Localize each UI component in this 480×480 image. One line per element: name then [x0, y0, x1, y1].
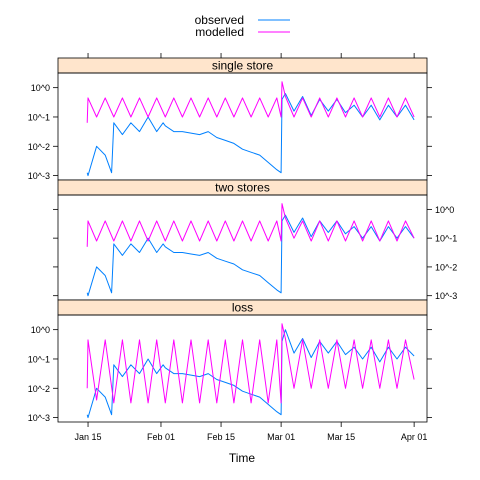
x-axis-label: Time — [229, 451, 256, 465]
x-axis: Jan 15 Feb 01 Feb 15 Mar 01 Mar 15 Apr 01 — [75, 422, 428, 442]
y-tick-label-single-store-2: 10^-2 — [28, 142, 50, 152]
series-modelled-single-store — [86, 81, 415, 123]
x-tick-label-0: Jan 15 — [75, 432, 102, 442]
y-tick-label-two-stores-3: 10^-3 — [435, 291, 457, 301]
panel-loss: loss 10^0 10^-1 10^-2 10^-3 — [28, 299, 432, 423]
y-tick-label-two-stores-1: 10^-1 — [435, 234, 457, 244]
y-tick-label-single-store-0: 10^0 — [31, 83, 50, 93]
x-tick-label-2: Feb 15 — [207, 432, 235, 442]
panel-two-stores: two stores 10^0 10^-1 10^-2 10^-3 — [53, 179, 457, 301]
series-observed-single-store — [86, 93, 415, 177]
series-modelled-loss — [86, 323, 415, 404]
strip-label-loss: loss — [232, 301, 253, 315]
y-tick-label-loss-1: 10^-1 — [28, 354, 50, 364]
y-tick-label-loss-3: 10^-3 — [28, 413, 50, 423]
panel-single-store: single store 10^0 10^-1 10^-2 10^-3 — [28, 57, 432, 181]
x-tick-label-3: Mar 01 — [267, 432, 295, 442]
strip-label-two-stores: two stores — [215, 181, 270, 195]
y-tick-label-loss-0: 10^0 — [31, 325, 50, 335]
y-tick-label-two-stores-2: 10^-2 — [435, 262, 457, 272]
series-modelled-two-stores — [86, 203, 415, 247]
legend-label-observed: observed — [195, 13, 244, 27]
x-tick-label-4: Mar 15 — [327, 432, 355, 442]
top-x-ticks — [87, 53, 415, 58]
y-tick-label-two-stores-0: 10^0 — [435, 205, 454, 215]
frame-loss — [57, 314, 428, 423]
y-tick-label-loss-2: 10^-2 — [28, 384, 50, 394]
series-observed-two-stores — [86, 214, 415, 297]
x-tick-label-1: Feb 01 — [147, 432, 175, 442]
legend-label-modelled: modelled — [195, 25, 244, 39]
strip-label-single-store: single store — [212, 59, 274, 73]
y-tick-label-single-store-3: 10^-3 — [28, 171, 50, 181]
x-tick-label-5: Apr 01 — [401, 432, 428, 442]
y-tick-label-single-store-1: 10^-1 — [28, 112, 50, 122]
